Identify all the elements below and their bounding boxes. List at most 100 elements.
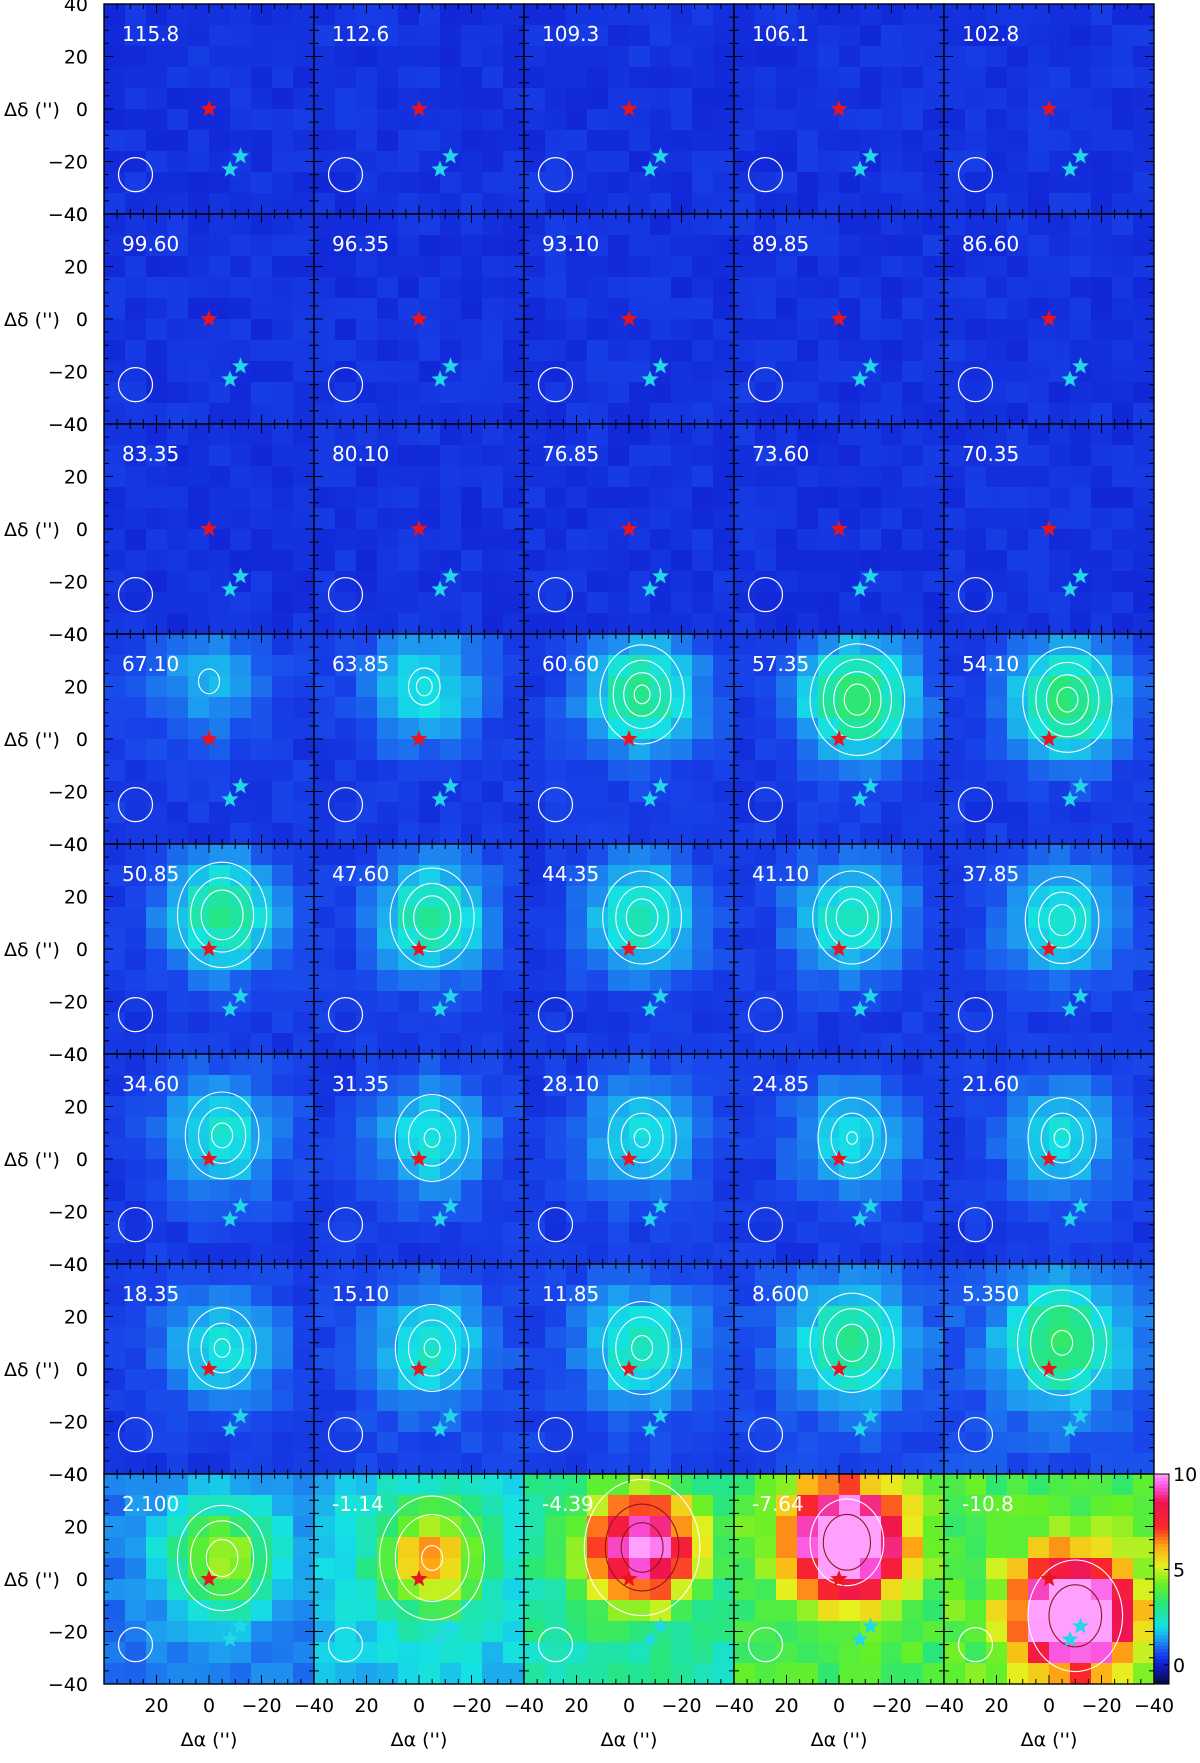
heatmap-cell <box>587 1180 609 1202</box>
heatmap-cell <box>503 613 524 634</box>
heatmap-cell <box>1091 718 1113 740</box>
cyan-star-marker <box>851 790 869 807</box>
heatmap-cell <box>167 676 189 698</box>
velocity-label: 106.1 <box>752 22 809 46</box>
heatmap-cell <box>482 298 504 320</box>
beam-circle <box>957 157 994 193</box>
heatmap-cell <box>1049 676 1071 698</box>
heatmap-cell <box>293 823 314 844</box>
heatmap-cell <box>650 130 672 152</box>
heatmap-cell <box>965 487 987 509</box>
cyan-star-marker <box>1061 1000 1079 1017</box>
beam-circle <box>327 157 364 193</box>
heatmap-cell <box>314 445 336 467</box>
heatmap-cell <box>965 739 987 761</box>
heatmap-cell <box>251 676 273 698</box>
heatmap-cell <box>839 88 861 110</box>
heatmap-cell <box>335 1054 357 1076</box>
heatmap-cell <box>314 697 336 719</box>
heatmap-cell <box>146 1222 168 1244</box>
heatmap-cell <box>482 130 504 152</box>
heatmap-cell <box>1028 256 1050 278</box>
heatmap-cell <box>167 613 189 634</box>
heatmap-cell <box>104 1243 126 1264</box>
heatmap-cell <box>146 676 168 698</box>
heatmap-cell <box>692 802 714 824</box>
heatmap-cell <box>944 277 966 299</box>
heatmap-cell <box>524 1054 546 1076</box>
heatmap-cell <box>881 4 903 26</box>
heatmap-cell <box>608 508 630 530</box>
heatmap-cell <box>608 487 630 509</box>
heatmap-cell <box>146 1054 168 1076</box>
heatmap-cell <box>1112 4 1134 26</box>
heatmap-cell <box>377 697 399 719</box>
heatmap-cell <box>1112 739 1134 761</box>
heatmap-cell <box>818 739 840 761</box>
heatmap-cell <box>503 1033 524 1054</box>
heatmap-cell <box>398 592 420 614</box>
heatmap-cell <box>1091 1033 1113 1054</box>
heatmap-cell <box>461 130 483 152</box>
heatmap-cell <box>482 865 504 887</box>
heatmap-cell <box>566 634 588 656</box>
heatmap-cell <box>503 886 524 908</box>
heatmap-cell <box>608 256 630 278</box>
heatmap-cell <box>797 823 819 844</box>
heatmap-cell <box>167 550 189 572</box>
heatmap-cell <box>335 739 357 761</box>
heatmap-cell <box>1007 277 1029 299</box>
heatmap-cell <box>713 1159 734 1181</box>
heatmap-cell <box>272 361 294 383</box>
heatmap-cell <box>503 508 524 530</box>
heatmap-cell <box>440 676 462 698</box>
heatmap-cell <box>335 718 357 740</box>
heatmap-cell <box>461 298 483 320</box>
heatmap-cell <box>1070 928 1092 950</box>
heatmap-cell <box>419 4 441 26</box>
heatmap-cell <box>293 949 314 971</box>
heatmap-cell <box>524 949 546 971</box>
heatmap-cell <box>188 718 210 740</box>
heatmap-cell <box>209 88 231 110</box>
heatmap-cell <box>440 739 462 761</box>
heatmap-cell <box>251 424 273 446</box>
heatmap-cell <box>398 67 420 89</box>
heatmap-cell <box>881 634 903 656</box>
heatmap-cell <box>167 1096 189 1118</box>
red-star-marker <box>200 310 218 327</box>
heatmap-cell <box>986 697 1008 719</box>
heatmap-cell <box>545 25 567 47</box>
heatmap-cell <box>1133 424 1154 446</box>
heatmap-cell <box>314 739 336 761</box>
heatmap-cell <box>461 760 483 782</box>
heatmap-cell <box>545 382 567 404</box>
heatmap-cell <box>692 718 714 740</box>
heatmap-cell <box>524 1159 546 1181</box>
heatmap-cell <box>293 1201 314 1223</box>
heatmap-cell <box>272 802 294 824</box>
heatmap-cell <box>335 508 357 530</box>
heatmap-cell <box>692 25 714 47</box>
heatmap-cell <box>650 886 672 908</box>
panel-ticks <box>523 1053 735 1265</box>
heatmap-cell <box>587 319 609 341</box>
heatmap-cell <box>944 25 966 47</box>
heatmap-cell <box>503 844 524 866</box>
heatmap-cell <box>524 1033 546 1054</box>
heatmap-cell <box>461 781 483 803</box>
heatmap-cell <box>440 949 462 971</box>
red-star-marker <box>410 1150 428 1167</box>
heatmap-cell <box>146 613 168 634</box>
heatmap-cell <box>566 550 588 572</box>
heatmap-cell <box>377 151 399 173</box>
red-star-marker <box>200 100 218 117</box>
heatmap-cell <box>797 886 819 908</box>
heatmap-cell <box>230 865 252 887</box>
heatmap-cell <box>755 781 777 803</box>
heatmap-cell <box>650 1222 672 1244</box>
heatmap-cell <box>356 151 378 173</box>
heatmap-cell <box>671 487 693 509</box>
heatmap-cell <box>209 466 231 488</box>
heatmap-cell <box>1091 130 1113 152</box>
